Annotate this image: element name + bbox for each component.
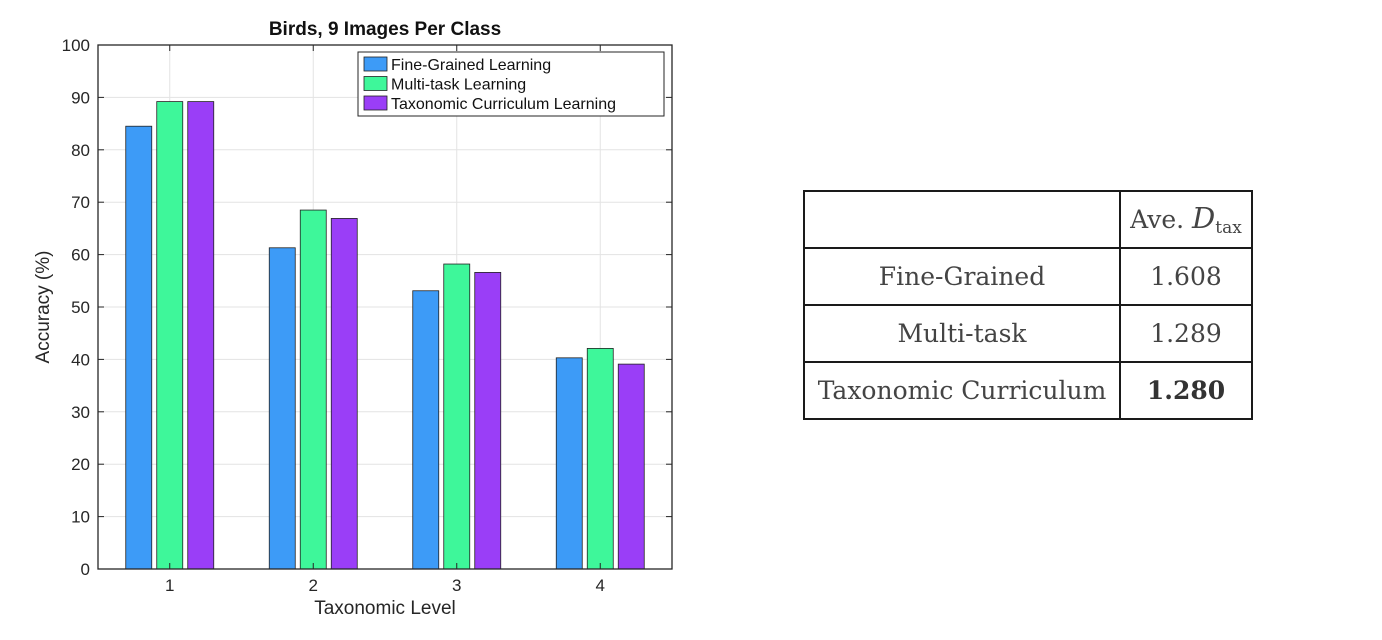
bar-2-level-4 xyxy=(586,347,614,570)
header-empty-cell xyxy=(803,190,1121,249)
row-value: 1.289 xyxy=(1119,304,1253,363)
bar-3-level-2 xyxy=(330,218,358,570)
legend-label: Fine-Grained Learning xyxy=(391,57,551,74)
bar-1-level-1 xyxy=(125,125,153,570)
bar-2-level-1 xyxy=(156,101,184,570)
row-value-bold: 1.280 xyxy=(1119,361,1253,420)
y-tick-label: 60 xyxy=(71,246,90,265)
y-tick-label: 100 xyxy=(62,36,90,55)
table-row: Multi-task 1.289 xyxy=(803,304,1253,363)
bar-1-level-3 xyxy=(412,290,440,570)
row-label: Multi-task xyxy=(803,304,1121,363)
y-tick-label: 50 xyxy=(71,298,90,317)
y-tick-label: 0 xyxy=(81,560,90,579)
legend-label: Taxonomic Curriculum Learning xyxy=(391,96,616,113)
chart-title: Birds, 9 Images Per Class xyxy=(269,19,501,40)
header-subscript: tax xyxy=(1215,218,1242,238)
legend-box xyxy=(357,51,665,117)
header-ave-d-tax: Ave. Dtax xyxy=(1119,190,1253,249)
x-tick-label: 1 xyxy=(165,576,174,595)
bar-2-level-3 xyxy=(443,263,471,570)
y-axis-label: Accuracy (%) xyxy=(33,251,54,364)
table-row: Taxonomic Curriculum 1.280 xyxy=(803,361,1253,420)
x-tick-label: 3 xyxy=(452,576,461,595)
table-row: Fine-Grained 1.608 xyxy=(803,247,1253,306)
row-label: Fine-Grained xyxy=(803,247,1121,306)
legend-swatch xyxy=(363,95,388,111)
y-tick-label: 80 xyxy=(71,141,90,160)
bar-3-level-3 xyxy=(474,272,502,570)
y-tick-label: 30 xyxy=(71,403,90,422)
d-tax-table: Ave. Dtax Fine-Grained 1.608 Multi-task … xyxy=(803,190,1253,420)
y-tick-label: 20 xyxy=(71,455,90,474)
bar-1-level-2 xyxy=(268,247,296,570)
row-label: Taxonomic Curriculum xyxy=(803,361,1121,420)
legend-swatch xyxy=(363,76,388,91)
header-prefix: Ave. xyxy=(1130,205,1193,234)
legend-label: Multi-task Learning xyxy=(391,77,526,94)
y-tick-label: 90 xyxy=(71,88,90,107)
grid-lines xyxy=(98,44,672,570)
y-axis-ticks: 0 10 20 30 40 50 60 70 80 90 100 xyxy=(62,36,672,579)
bar-3-level-4 xyxy=(617,363,645,570)
legend-swatch xyxy=(363,56,388,72)
bar-2-level-2 xyxy=(299,209,327,570)
table-header-row: Ave. Dtax xyxy=(803,190,1253,249)
row-value: 1.608 xyxy=(1119,247,1253,306)
bars xyxy=(125,101,645,570)
bar-3-level-1 xyxy=(187,101,215,570)
header-symbol: D xyxy=(1192,201,1216,235)
legend: Fine-Grained Learning Multi-task Learning… xyxy=(357,51,665,117)
x-axis-label: Taxonomic Level xyxy=(314,598,456,619)
y-tick-label: 40 xyxy=(71,350,90,369)
y-tick-label: 10 xyxy=(71,508,90,527)
x-axis-ticks: 1 2 3 4 xyxy=(165,45,605,595)
y-tick-label: 70 xyxy=(71,193,90,212)
x-tick-label: 4 xyxy=(596,576,605,595)
bar-chart: 0 10 20 30 40 50 60 70 80 90 100 1 2 3 4 Birds, 9 Ima… xyxy=(33,19,673,619)
x-tick-label: 2 xyxy=(309,576,318,595)
bar-1-level-4 xyxy=(555,357,583,570)
